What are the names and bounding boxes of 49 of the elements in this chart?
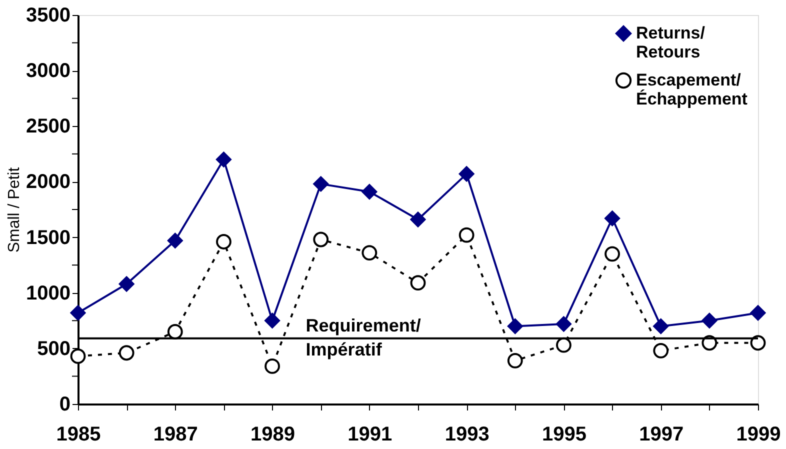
point (216, 234, 232, 250)
point (604, 246, 620, 262)
point (118, 276, 134, 292)
point (264, 312, 280, 328)
y-tick-label: 2500 (26, 116, 70, 138)
x-tick-label: 1989 (250, 424, 296, 446)
point (702, 312, 718, 328)
y-tick-label: 2000 (26, 171, 70, 194)
x-tick-label: 1995 (542, 424, 586, 446)
y-tick-label: 3500 (26, 4, 70, 26)
point (556, 337, 572, 353)
point (362, 245, 378, 261)
point (70, 348, 86, 364)
point (556, 316, 572, 332)
point (458, 166, 474, 182)
point (653, 318, 669, 334)
point (410, 275, 426, 291)
y-tick-label: 500 (37, 338, 70, 360)
y-tick-label: 0 (59, 394, 70, 416)
point (507, 318, 523, 334)
point (313, 176, 329, 192)
point (458, 227, 474, 243)
point (653, 342, 669, 358)
point (750, 335, 766, 351)
point (750, 305, 766, 321)
point (264, 358, 280, 374)
x-tick-label: 1999 (736, 424, 781, 446)
legend-label: Returns/ Retours (636, 24, 706, 62)
point (507, 352, 523, 368)
y-tick-label: 3000 (26, 60, 70, 82)
ref-line-label: Requirement/ Impératif (306, 315, 421, 360)
x-tick-label: 1997 (639, 424, 684, 446)
point (313, 232, 329, 248)
y-axis-title: Small / Petit (6, 166, 24, 253)
point (118, 345, 134, 361)
y-tick-label: 1000 (26, 282, 70, 304)
legend-label: Escapement/ Échappement (636, 70, 748, 108)
point (362, 184, 378, 200)
x-tick-label: 1987 (153, 424, 198, 446)
x-tick-label: 1985 (56, 424, 101, 446)
x-tick-label: 1991 (348, 424, 392, 446)
point (167, 232, 183, 248)
point (216, 152, 232, 168)
point (604, 210, 620, 226)
point (70, 305, 86, 321)
x-tick-label: 1993 (444, 424, 490, 446)
point (410, 212, 426, 228)
y-tick-label: 1500 (26, 226, 70, 249)
point (167, 324, 183, 340)
